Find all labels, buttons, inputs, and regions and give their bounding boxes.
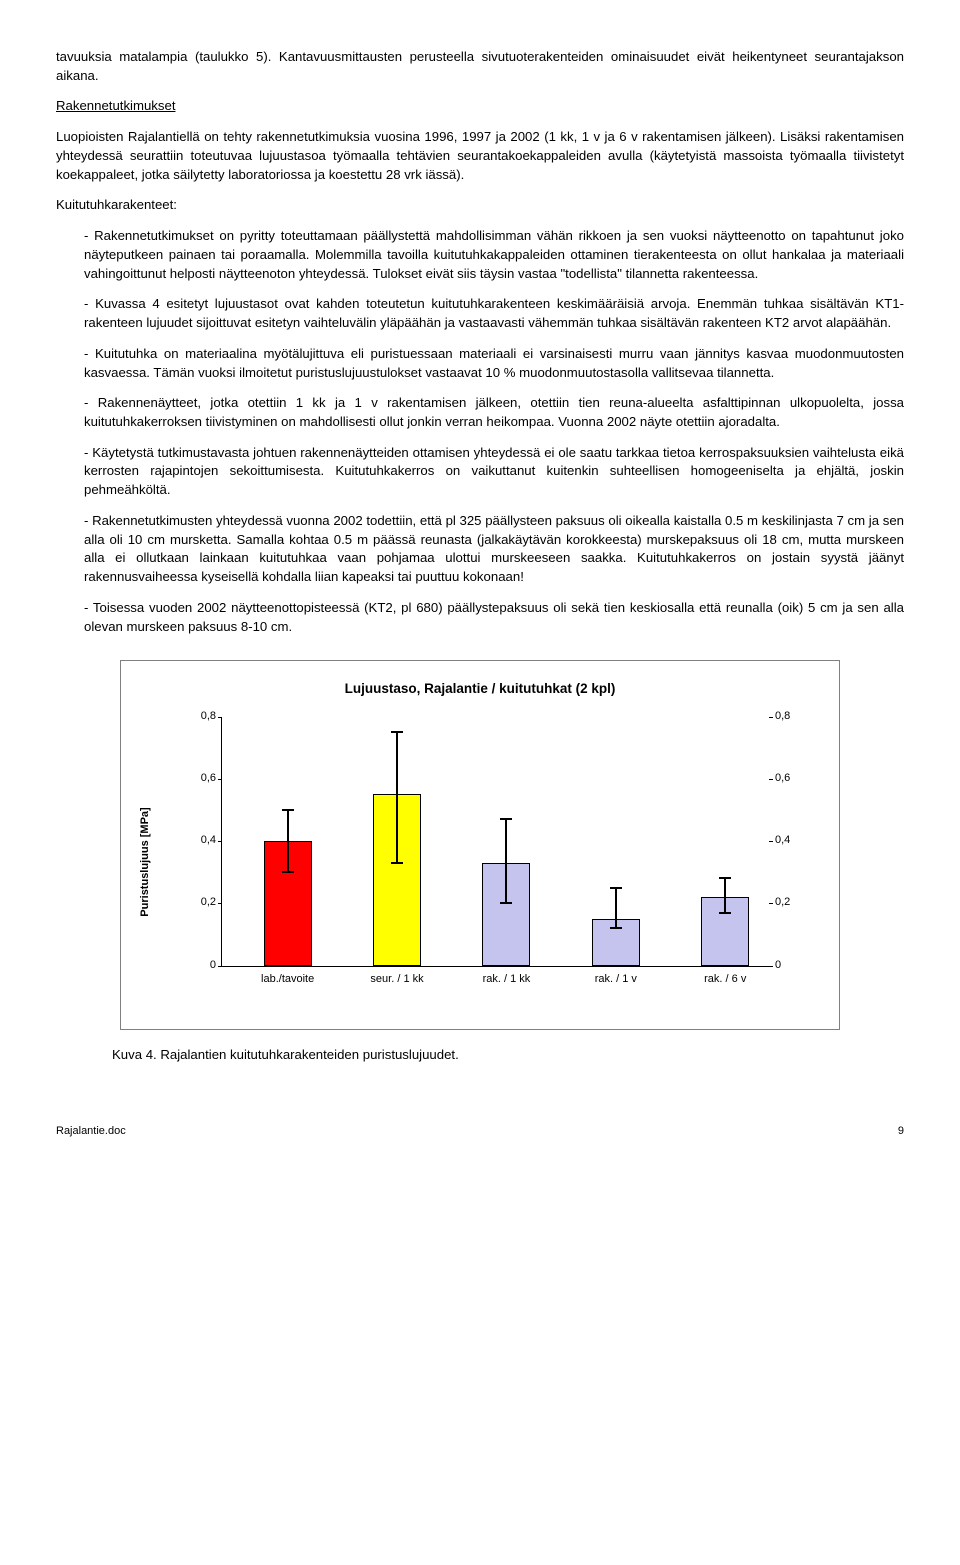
y-axis-title: Puristuslujuus [MPa] — [138, 807, 154, 916]
y-tick-label-left: 0,2 — [194, 895, 216, 911]
error-cap — [500, 902, 512, 904]
y-tick-label-right: 0,6 — [775, 771, 797, 787]
y-tick — [218, 717, 222, 718]
x-tick-label: seur. / 1 kk — [370, 972, 423, 988]
error-cap — [719, 912, 731, 914]
y-tick-label-left: 0,8 — [194, 709, 216, 725]
y-tick — [769, 717, 773, 718]
error-cap — [391, 862, 403, 864]
error-cap — [391, 731, 403, 733]
bullet-4: - Rakennenäytteet, jotka otettiin 1 kk j… — [84, 394, 904, 431]
y-tick — [218, 903, 222, 904]
y-tick — [769, 779, 773, 780]
bullet-1: - Rakennetutkimukset on pyritty toteutta… — [84, 227, 904, 283]
page-footer: Rajalantie.doc 9 — [56, 1124, 904, 1140]
intro-p2: Luopioisten Rajalantiellä on tehty raken… — [56, 128, 904, 184]
list-heading: Kuitutuhkarakenteet: — [56, 196, 904, 215]
y-tick — [218, 779, 222, 780]
bullet-5: - Käytetystä tutkimustavasta johtuen rak… — [84, 444, 904, 500]
error-cap — [282, 871, 294, 873]
chart-area: Puristuslujuus [MPa] 000,20,20,40,40,60,… — [151, 717, 809, 1007]
error-cap — [282, 809, 294, 811]
y-tick — [769, 966, 773, 967]
bullet-7: - Toisessa vuoden 2002 näytteenottopiste… — [84, 599, 904, 636]
error-bar — [505, 819, 507, 903]
x-tick-label: rak. / 1 kk — [483, 972, 531, 988]
error-bar — [396, 732, 398, 863]
y-tick-label-right: 0,8 — [775, 709, 797, 725]
y-tick-label-right: 0,2 — [775, 895, 797, 911]
footer-filename: Rajalantie.doc — [56, 1124, 126, 1140]
y-tick-label-right: 0,4 — [775, 833, 797, 849]
footer-pagenum: 9 — [898, 1124, 904, 1140]
chart-title: Lujuustaso, Rajalantie / kuitutuhkat (2 … — [151, 679, 809, 698]
y-tick-label-right: 0 — [775, 958, 797, 974]
y-tick — [218, 966, 222, 967]
bullet-2: - Kuvassa 4 esitetyt lujuustasot ovat ka… — [84, 295, 904, 332]
x-tick-label: lab./tavoite — [261, 972, 314, 988]
y-tick — [218, 841, 222, 842]
error-cap — [610, 887, 622, 889]
error-cap — [610, 927, 622, 929]
error-bar — [287, 810, 289, 872]
plot-area: 000,20,20,40,40,60,60,80,8lab./tavoitese… — [221, 717, 769, 967]
bullet-list: - Rakennetutkimukset on pyritty toteutta… — [84, 227, 904, 636]
error-bar — [724, 878, 726, 912]
x-tick-label: rak. / 6 v — [704, 972, 746, 988]
intro-p1: tavuuksia matalampia (taulukko 5). Kanta… — [56, 48, 904, 85]
error-cap — [500, 818, 512, 820]
error-bar — [615, 888, 617, 928]
bullet-6: - Rakennetutkimusten yhteydessä vuonna 2… — [84, 512, 904, 587]
y-tick — [769, 841, 773, 842]
y-tick-label-left: 0,4 — [194, 833, 216, 849]
y-tick-label-left: 0,6 — [194, 771, 216, 787]
y-tick-label-left: 0 — [194, 958, 216, 974]
x-tick-label: rak. / 1 v — [595, 972, 637, 988]
bullet-3: - Kuitutuhka on materiaalina myötälujitt… — [84, 345, 904, 382]
section-heading: Rakennetutkimukset — [56, 97, 904, 116]
y-tick — [769, 903, 773, 904]
chart-container: Lujuustaso, Rajalantie / kuitutuhkat (2 … — [120, 660, 840, 1029]
error-cap — [719, 877, 731, 879]
figure-caption: Kuva 4. Rajalantien kuitutuhkarakenteide… — [112, 1046, 904, 1065]
